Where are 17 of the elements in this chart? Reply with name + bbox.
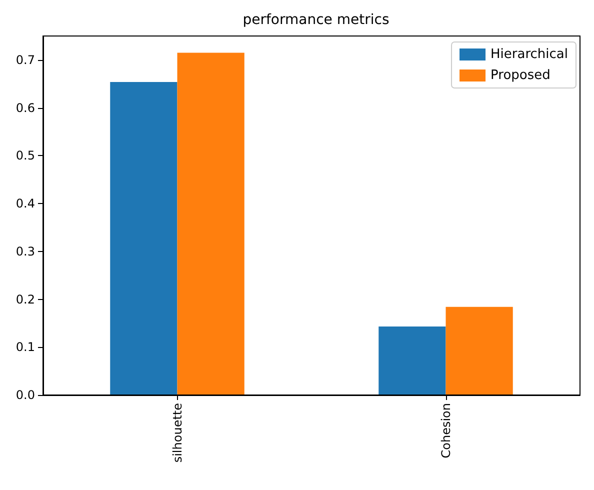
y-tick-label: 0.6 bbox=[16, 100, 35, 115]
bar bbox=[378, 326, 446, 395]
y-tick-label: 0.2 bbox=[16, 292, 35, 306]
y-tick-label: 0.4 bbox=[16, 196, 35, 211]
y-tick-label: 0.0 bbox=[16, 388, 35, 402]
bar bbox=[177, 52, 244, 395]
x-tick-label: silhouette bbox=[170, 403, 184, 463]
y-tick-label: 0.1 bbox=[16, 340, 35, 354]
legend-label: Hierarchical bbox=[490, 47, 568, 62]
y-tick-label: 0.7 bbox=[16, 52, 35, 67]
bar bbox=[110, 82, 178, 395]
y-tick-label: 0.3 bbox=[16, 244, 35, 258]
x-tick-label: Cohesion bbox=[438, 403, 453, 458]
y-tick-label: 0.5 bbox=[16, 148, 35, 163]
chart-title: performance metrics bbox=[242, 12, 390, 28]
legend-label: Proposed bbox=[490, 68, 550, 83]
bar bbox=[446, 306, 513, 395]
